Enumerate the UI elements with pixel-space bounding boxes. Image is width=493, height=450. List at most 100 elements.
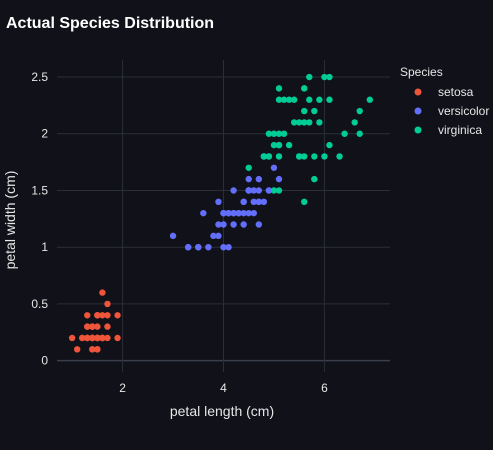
data-point-setosa[interactable]	[104, 334, 111, 342]
data-point-setosa[interactable]	[94, 312, 101, 319]
data-point-virginica[interactable]	[270, 187, 278, 194]
data-point-virginica[interactable]	[265, 153, 273, 160]
data-point-virginica[interactable]	[260, 153, 268, 160]
data-point-versicolor[interactable]	[220, 244, 227, 251]
data-point-virginica[interactable]	[295, 119, 303, 126]
data-point-virginica[interactable]	[306, 119, 313, 126]
data-point-setosa[interactable]	[99, 334, 106, 342]
data-point-virginica[interactable]	[270, 130, 278, 137]
data-point-virginica[interactable]	[301, 198, 308, 206]
data-point-virginica[interactable]	[356, 107, 363, 115]
data-point-versicolor[interactable]	[240, 209, 247, 217]
data-point-virginica[interactable]	[275, 153, 283, 160]
data-point-versicolor[interactable]	[230, 209, 237, 217]
data-point-virginica[interactable]	[316, 96, 323, 103]
data-point-setosa[interactable]	[104, 312, 111, 319]
data-point-versicolor[interactable]	[270, 164, 278, 171]
data-point-setosa[interactable]	[68, 334, 76, 342]
data-point-virginica[interactable]	[311, 107, 318, 115]
data-point-virginica[interactable]	[306, 73, 313, 81]
data-point-versicolor[interactable]	[255, 187, 263, 194]
data-point-setosa[interactable]	[89, 323, 96, 330]
data-point-versicolor[interactable]	[169, 232, 177, 240]
data-point-virginica[interactable]	[270, 141, 278, 149]
data-point-versicolor[interactable]	[250, 187, 257, 194]
data-point-virginica[interactable]	[366, 96, 374, 103]
data-point-versicolor[interactable]	[245, 187, 252, 194]
data-point-virginica[interactable]	[290, 96, 298, 103]
data-point-virginica[interactable]	[265, 130, 273, 137]
legend-items[interactable]: setosa versicolor virginica	[414, 85, 490, 137]
data-point-versicolor[interactable]	[260, 198, 268, 206]
data-point-virginica[interactable]	[321, 153, 328, 160]
data-point-setosa[interactable]	[94, 346, 101, 353]
data-point-virginica[interactable]	[280, 130, 288, 137]
data-point-setosa[interactable]	[104, 323, 111, 330]
data-point-virginica[interactable]	[336, 153, 343, 160]
data-point-setosa[interactable]	[104, 300, 111, 308]
data-point-versicolor[interactable]	[240, 198, 247, 206]
data-point-versicolor[interactable]	[215, 198, 222, 206]
data-point-setosa[interactable]	[114, 334, 121, 342]
data-point-virginica[interactable]	[275, 96, 283, 103]
data-point-virginica[interactable]	[341, 130, 348, 137]
data-point-virginica[interactable]	[306, 96, 313, 103]
data-point-versicolor[interactable]	[255, 221, 263, 228]
data-point-versicolor[interactable]	[265, 187, 273, 194]
data-point-virginica[interactable]	[311, 153, 318, 160]
data-point-setosa[interactable]	[114, 312, 121, 319]
data-point-virginica[interactable]	[295, 153, 303, 160]
data-point-setosa[interactable]	[99, 312, 106, 319]
data-point-virginica[interactable]	[285, 96, 293, 103]
data-point-virginica[interactable]	[301, 85, 308, 92]
data-point-virginica[interactable]	[321, 73, 328, 81]
data-point-versicolor[interactable]	[225, 209, 232, 217]
legend-item-versicolor[interactable]: versicolor	[414, 104, 490, 118]
data-point-versicolor[interactable]	[235, 209, 242, 217]
data-point-virginica[interactable]	[326, 73, 333, 81]
data-point-virginica[interactable]	[326, 141, 333, 149]
data-point-versicolor[interactable]	[245, 209, 252, 217]
data-point-versicolor[interactable]	[230, 187, 237, 194]
data-point-setosa[interactable]	[99, 289, 106, 296]
data-point-virginica[interactable]	[326, 96, 333, 103]
data-point-versicolor[interactable]	[275, 175, 283, 183]
data-point-virginica[interactable]	[275, 187, 283, 194]
data-point-versicolor[interactable]	[255, 198, 263, 206]
data-point-setosa[interactable]	[89, 334, 96, 342]
data-point-virginica[interactable]	[275, 85, 283, 92]
data-point-versicolor[interactable]	[245, 175, 252, 183]
data-point-virginica[interactable]	[285, 141, 293, 149]
data-point-virginica[interactable]	[351, 119, 358, 126]
data-point-versicolor[interactable]	[240, 221, 247, 228]
legend[interactable]: Species setosa versicolor virginica	[400, 65, 489, 137]
data-point-virginica[interactable]	[316, 119, 323, 126]
data-point-setosa[interactable]	[94, 334, 101, 342]
data-point-versicolor[interactable]	[230, 221, 237, 228]
legend-item-setosa[interactable]: setosa	[414, 85, 474, 99]
legend-item-virginica[interactable]: virginica	[414, 123, 483, 137]
data-point-virginica[interactable]	[275, 141, 283, 149]
data-point-setosa[interactable]	[84, 334, 91, 342]
data-point-virginica[interactable]	[245, 164, 252, 171]
data-point-virginica[interactable]	[356, 130, 363, 137]
data-point-versicolor[interactable]	[215, 232, 222, 240]
data-point-setosa[interactable]	[79, 334, 86, 342]
data-point-virginica[interactable]	[301, 107, 308, 115]
data-point-virginica[interactable]	[280, 96, 288, 103]
data-point-versicolor[interactable]	[255, 175, 263, 183]
data-point-virginica[interactable]	[290, 119, 298, 126]
data-point-setosa[interactable]	[73, 346, 81, 353]
data-point-versicolor[interactable]	[184, 244, 192, 251]
data-point-versicolor[interactable]	[225, 244, 232, 251]
data-point-setosa[interactable]	[89, 346, 96, 353]
data-point-versicolor[interactable]	[220, 221, 227, 228]
data-point-setosa[interactable]	[84, 323, 91, 330]
data-point-versicolor[interactable]	[220, 209, 227, 217]
data-point-virginica[interactable]	[275, 130, 283, 137]
data-point-versicolor[interactable]	[250, 198, 257, 206]
data-point-virginica[interactable]	[301, 119, 308, 126]
data-point-versicolor[interactable]	[210, 232, 217, 240]
data-point-virginica[interactable]	[311, 175, 318, 183]
data-point-versicolor[interactable]	[195, 244, 202, 251]
